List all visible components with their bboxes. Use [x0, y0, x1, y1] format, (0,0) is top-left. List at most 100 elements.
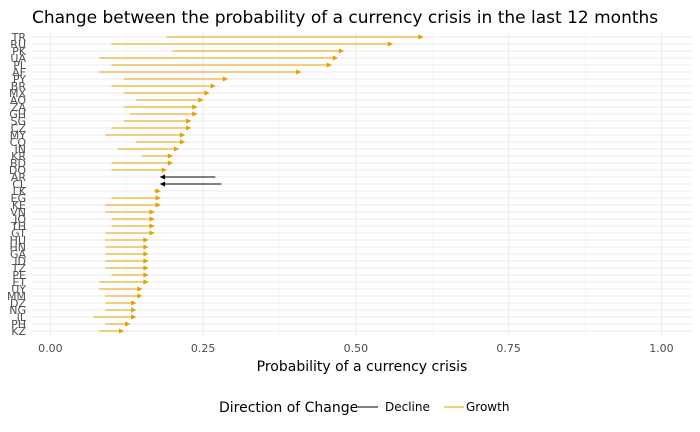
arrow-head — [210, 83, 216, 89]
arrow-ar — [159, 174, 216, 180]
arrow-head — [155, 202, 161, 208]
arrow-ua — [99, 55, 339, 61]
arrow-kz — [99, 328, 125, 334]
legend: Direction of Change Decline Growth — [219, 400, 509, 416]
arrow-head — [131, 314, 137, 320]
arrow-head — [387, 41, 394, 47]
arrow-mm — [105, 293, 143, 299]
arrow-za — [123, 104, 198, 110]
arrow-pl — [111, 62, 333, 68]
arrow-do — [111, 167, 168, 173]
arrow-cz — [111, 125, 192, 131]
category-label: PY — [13, 73, 26, 86]
arrow-head — [186, 118, 192, 124]
arrow-head — [143, 251, 149, 257]
x-tick-label: 0.25 — [191, 342, 216, 355]
category-label: ET — [12, 276, 26, 289]
arrow-head — [143, 237, 149, 243]
arrow-py — [123, 76, 229, 82]
arrow-uy — [99, 286, 143, 292]
category-label: JO — [13, 213, 26, 226]
category-label: DO — [9, 164, 26, 177]
arrow-head — [149, 223, 155, 229]
arrow-head — [149, 230, 155, 236]
arrow-kr — [142, 153, 174, 159]
category-label: UA — [10, 52, 26, 65]
arrow-jo — [111, 216, 155, 222]
arrow-head — [332, 55, 339, 61]
category-label: RU — [10, 38, 26, 51]
arrow-id — [105, 258, 149, 264]
arrow-bd — [111, 160, 174, 166]
legend-title: Direction of Change — [219, 400, 358, 416]
category-label: PE — [12, 269, 26, 282]
category-label: LK — [13, 185, 27, 198]
arrow-th — [111, 223, 155, 229]
arrow-af — [99, 69, 302, 75]
arrow-head — [155, 195, 161, 201]
category-label: CZ — [11, 122, 27, 135]
category-label: KR — [11, 150, 26, 163]
arrow-ga — [105, 251, 149, 257]
arrow-head — [143, 244, 149, 250]
arrow-mx — [123, 90, 210, 96]
category-label: GA — [10, 248, 27, 261]
arrow-tr — [166, 34, 424, 40]
arrow-gt — [105, 230, 155, 236]
arrow-head — [167, 160, 174, 166]
arrow-head — [143, 258, 149, 264]
chart-title: Change between the probability of a curr… — [32, 8, 658, 28]
x-tick-labels: 0.00 0.25 0.50 0.75 1.00 — [38, 342, 674, 355]
category-label: MY — [10, 129, 26, 142]
legend-growth-label: Growth — [466, 400, 509, 414]
category-label: TZ — [11, 262, 27, 275]
arrow-head — [161, 167, 168, 173]
arrow-head — [137, 286, 143, 292]
arrow-head — [149, 216, 155, 222]
x-tick-label: 0.50 — [344, 342, 369, 355]
category-label: CL — [12, 178, 27, 191]
arrow-head — [167, 153, 174, 159]
x-tick-label: 0.75 — [496, 342, 521, 355]
category-label: KZ — [11, 325, 26, 338]
arrow-cl — [159, 181, 222, 187]
arrow-head — [204, 90, 210, 96]
category-label: ZA — [11, 101, 27, 114]
category-label: SG — [10, 115, 26, 128]
category-label: EG — [11, 192, 26, 205]
arrow-hn — [105, 244, 149, 250]
category-label: IL — [17, 311, 27, 324]
category-label: AO — [10, 94, 26, 107]
arrow-ng — [105, 307, 137, 313]
arrow-head — [192, 104, 198, 110]
arrow-ph — [105, 321, 131, 327]
category-label: GT — [11, 227, 26, 240]
arrow-head — [222, 76, 229, 82]
category-label: MX — [9, 87, 26, 100]
arrow-br — [111, 83, 216, 89]
arrow-pe — [111, 272, 149, 278]
arrow-et — [99, 279, 149, 285]
x-axis-title: Probability of a currency crisis — [257, 359, 468, 375]
arrow-head — [296, 69, 302, 75]
arrow-head — [180, 132, 186, 138]
arrow-eg — [111, 195, 161, 201]
arrow-head — [173, 146, 180, 152]
arrow-my — [105, 132, 186, 138]
category-label: TH — [10, 220, 26, 233]
category-label: AR — [11, 171, 27, 184]
category-label: BD — [10, 157, 26, 170]
arrow-head — [338, 48, 345, 54]
arrow-head — [143, 265, 149, 271]
arrow-head — [131, 300, 137, 306]
arrow-pk — [172, 48, 345, 54]
arrow-head — [192, 111, 198, 117]
arrow-head — [180, 139, 186, 145]
arrow-sg — [123, 118, 192, 124]
arrow-head — [118, 328, 125, 334]
category-labels: TRRUPKUAPLAFPYBRMXAOZAGHSGCZMYCOINKRBDDO… — [7, 31, 27, 338]
x-tick-label: 0.00 — [38, 342, 63, 355]
category-label: BR — [11, 80, 27, 93]
arrow-ao — [135, 97, 204, 103]
